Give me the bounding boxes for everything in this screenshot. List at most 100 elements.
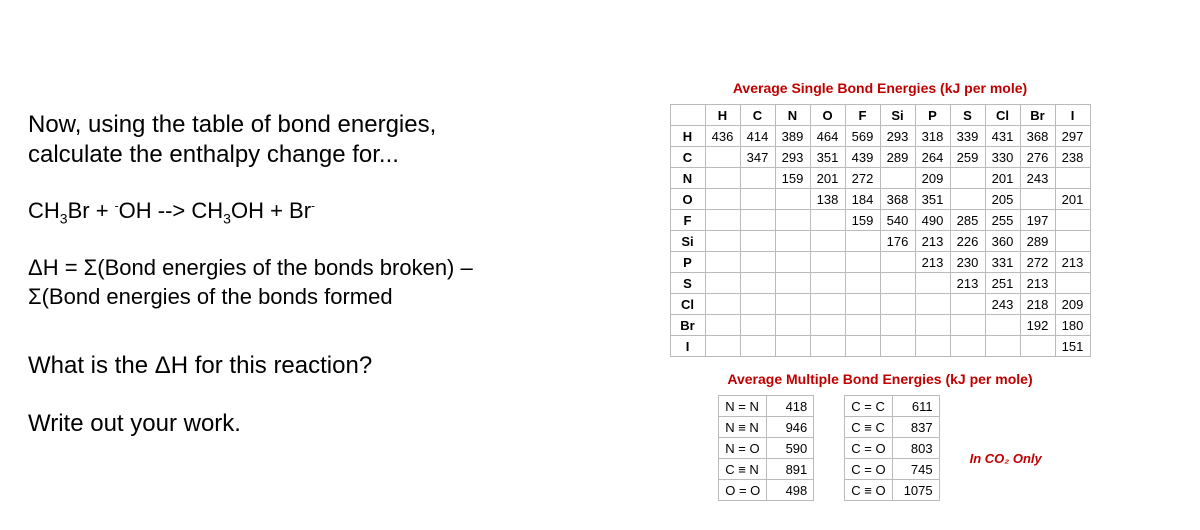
table-row: I151: [670, 336, 1090, 357]
cell: [845, 231, 880, 252]
cell: 331: [985, 252, 1020, 273]
col-header: Cl: [985, 105, 1020, 126]
cell: [740, 336, 775, 357]
table-row: C = C611: [845, 396, 939, 417]
cell: 272: [845, 168, 880, 189]
cell: [740, 189, 775, 210]
reaction-equation: CH3Br + -OH --> CH3OH + Br-: [28, 198, 568, 226]
cell: [950, 315, 985, 336]
cell: [950, 336, 985, 357]
title-line1: Now, using the table of bond energies,: [28, 111, 436, 138]
multi-bond-section: Average Multiple Bond Energies (kJ per m…: [580, 371, 1180, 501]
cell: 289: [1020, 231, 1055, 252]
bond-value: 611: [892, 396, 939, 417]
cell: [810, 315, 845, 336]
cell: [740, 294, 775, 315]
table-row: Si176213226360289: [670, 231, 1090, 252]
cell: 368: [880, 189, 915, 210]
cell: 330: [985, 147, 1020, 168]
cell: 297: [1055, 126, 1090, 147]
cell: [740, 252, 775, 273]
cell: [775, 189, 810, 210]
cell: [775, 336, 810, 357]
cell: [810, 231, 845, 252]
cell: [775, 294, 810, 315]
multi-bond-table-left: N = N418N ≡ N946N = O590C ≡ N891O = O498: [718, 395, 814, 501]
cell: [915, 273, 950, 294]
cell: 213: [950, 273, 985, 294]
col-header: Si: [880, 105, 915, 126]
cell: [740, 210, 775, 231]
cell: 205: [985, 189, 1020, 210]
row-header: Br: [670, 315, 705, 336]
cell: [810, 294, 845, 315]
cell: [845, 315, 880, 336]
col-header: I: [1055, 105, 1090, 126]
cell: 192: [1020, 315, 1055, 336]
cell: 289: [880, 147, 915, 168]
cell: 151: [1055, 336, 1090, 357]
cell: [740, 273, 775, 294]
cell: 176: [880, 231, 915, 252]
bond-value: 837: [892, 417, 939, 438]
cell: [705, 336, 740, 357]
bond-label: N ≡ N: [719, 417, 767, 438]
cell: 347: [740, 147, 775, 168]
cell: [845, 273, 880, 294]
cell: 259: [950, 147, 985, 168]
bond-label: N = N: [719, 396, 767, 417]
co2-note: In CO₂ Only: [970, 431, 1042, 466]
cell: [810, 336, 845, 357]
cell: [880, 294, 915, 315]
cell: 209: [915, 168, 950, 189]
table-row: C ≡ N891: [719, 459, 814, 480]
question-delta-h: What is the ΔH for this reaction?: [28, 352, 568, 380]
cell: [740, 168, 775, 189]
cell: 138: [810, 189, 845, 210]
cell: 238: [1055, 147, 1090, 168]
cell: 540: [880, 210, 915, 231]
col-header: Br: [1020, 105, 1055, 126]
cell: 569: [845, 126, 880, 147]
col-header: P: [915, 105, 950, 126]
cell: [880, 273, 915, 294]
bond-value: 803: [892, 438, 939, 459]
multi-bond-title: Average Multiple Bond Energies (kJ per m…: [580, 371, 1180, 387]
cell: [1055, 231, 1090, 252]
cell: [705, 315, 740, 336]
single-bond-table: HCNOFSiPSClBrI H436414389464569293318339…: [670, 104, 1091, 357]
cell: [915, 294, 950, 315]
cell: 243: [985, 294, 1020, 315]
bond-label: C ≡ N: [719, 459, 767, 480]
enthalpy-formula: ΔH = Σ(Bond energies of the bonds broken…: [28, 254, 568, 311]
table-row: N159201272209201243: [670, 168, 1090, 189]
cell: [915, 315, 950, 336]
cell: [880, 315, 915, 336]
cell: 159: [775, 168, 810, 189]
cell: 184: [845, 189, 880, 210]
cell: [915, 336, 950, 357]
bond-label: C = O: [845, 459, 892, 480]
cell: [985, 336, 1020, 357]
cell: 201: [1055, 189, 1090, 210]
cell: [1055, 210, 1090, 231]
cell: 285: [950, 210, 985, 231]
question-title: Now, using the table of bond energies, c…: [28, 110, 568, 170]
bond-label: C ≡ O: [845, 480, 892, 501]
col-header: S: [950, 105, 985, 126]
cell: [1020, 189, 1055, 210]
cell: 159: [845, 210, 880, 231]
cell: 318: [915, 126, 950, 147]
cell: 209: [1055, 294, 1090, 315]
bond-label: C = C: [845, 396, 892, 417]
table-row: F159540490285255197: [670, 210, 1090, 231]
table-row: C347293351439289264259330276238: [670, 147, 1090, 168]
cell: [880, 168, 915, 189]
cell: [950, 189, 985, 210]
cell: [775, 210, 810, 231]
cell: 255: [985, 210, 1020, 231]
row-header: C: [670, 147, 705, 168]
single-bond-title: Average Single Bond Energies (kJ per mol…: [580, 80, 1180, 96]
cell: [740, 315, 775, 336]
cell: 464: [810, 126, 845, 147]
